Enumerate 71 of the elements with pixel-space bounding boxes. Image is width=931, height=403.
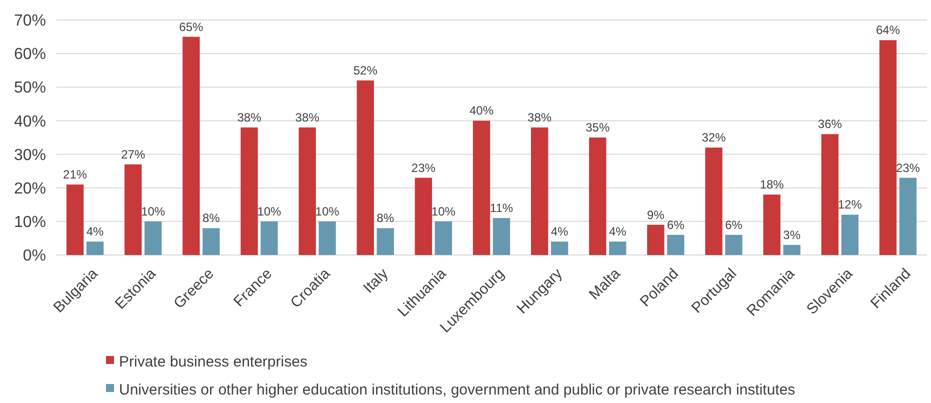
- data-label: 38%: [237, 110, 262, 124]
- data-label: 18%: [760, 178, 784, 192]
- data-label: 10%: [257, 204, 282, 218]
- data-label: 40%: [469, 104, 494, 118]
- data-label: 4%: [608, 224, 627, 239]
- bar: [472, 120, 490, 255]
- data-label: 10%: [141, 204, 166, 218]
- data-label: 8%: [376, 211, 394, 226]
- data-label: 10%: [431, 204, 456, 218]
- y-tick-label: 70%: [14, 12, 46, 30]
- data-label: 52%: [353, 63, 378, 78]
- bar: [783, 244, 800, 255]
- bar: [356, 80, 374, 255]
- bar: [182, 36, 200, 255]
- data-label: 9%: [647, 208, 665, 222]
- bar: [879, 40, 897, 255]
- bar: [763, 194, 780, 255]
- data-label: 12%: [838, 198, 862, 212]
- data-label: 23%: [411, 160, 436, 175]
- bar: [841, 214, 858, 255]
- bar: [260, 221, 278, 255]
- bar: [609, 242, 626, 255]
- bar: [298, 127, 316, 255]
- data-label: 64%: [876, 23, 900, 38]
- bar: [414, 178, 432, 255]
- y-tick-label: 60%: [14, 46, 46, 64]
- data-label: 6%: [725, 218, 743, 232]
- y-tick-label: 30%: [14, 146, 46, 164]
- bar: [725, 234, 742, 255]
- data-label: 38%: [528, 110, 552, 124]
- data-label: 38%: [295, 110, 320, 124]
- legend-label: Universities or other higher education institutions, government and public or private research institutes: [119, 381, 796, 398]
- bar: [434, 221, 452, 255]
- bar: [318, 221, 336, 255]
- data-label: 27%: [121, 147, 146, 162]
- bar: [86, 242, 104, 255]
- bar: [589, 138, 606, 255]
- bar: [647, 224, 664, 255]
- legend-label: Private business enterprises: [119, 353, 308, 370]
- bar: [899, 178, 917, 255]
- data-label: 21%: [63, 168, 88, 182]
- bar: [705, 148, 722, 255]
- bar: [240, 127, 258, 255]
- bar: [144, 221, 162, 255]
- y-tick-label: 50%: [14, 80, 46, 97]
- bar: [530, 127, 548, 255]
- bar: [550, 242, 568, 255]
- y-tick-label: 20%: [14, 180, 46, 198]
- bar: [492, 218, 510, 255]
- y-tick-label: 10%: [14, 214, 46, 232]
- data-label: 4%: [86, 224, 104, 239]
- data-label: 4%: [550, 224, 569, 239]
- data-label: 36%: [818, 117, 842, 132]
- data-label: 32%: [702, 130, 726, 145]
- data-label: 65%: [179, 20, 204, 34]
- bar: [202, 228, 220, 255]
- bar: [124, 164, 142, 255]
- bar: [821, 134, 838, 255]
- data-label: 10%: [315, 204, 340, 218]
- x-tick-label: Italy: [360, 264, 392, 297]
- data-label: 3%: [783, 228, 801, 242]
- data-label: 11%: [490, 201, 514, 216]
- bar: [376, 228, 394, 255]
- data-label: 8%: [202, 211, 220, 226]
- data-label: 23%: [896, 160, 920, 175]
- y-tick-label: 40%: [14, 113, 46, 130]
- data-label: 35%: [586, 120, 610, 134]
- y-tick-label: 0%: [22, 248, 46, 265]
- data-label: 6%: [667, 218, 685, 232]
- bar: [667, 234, 684, 255]
- bar: [66, 184, 84, 255]
